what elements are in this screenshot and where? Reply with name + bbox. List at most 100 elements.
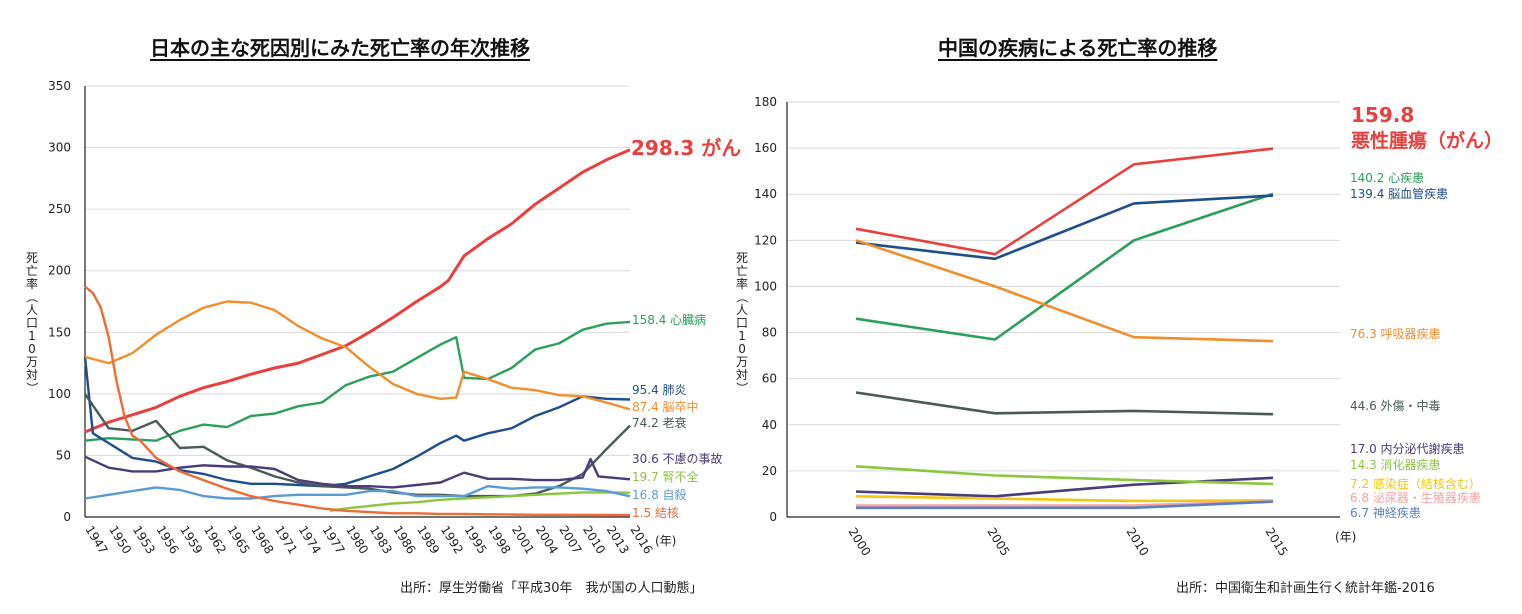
japan-x-tick-label: 1977 [319,523,347,556]
japan-y-tick-label: 150 [48,325,71,339]
japan-series-line [84,455,631,489]
japan-x-tick-label: 1947 [82,523,110,556]
japan-x-axis-title: (年) [655,534,676,548]
japan-x-tick-label: 1974 [296,523,324,556]
japan-x-tick-label: 2007 [556,523,584,556]
china-series-label: 139.4 脳血管疾患 [1350,186,1448,201]
japan-series-label: 74.2 老衰 [632,415,687,430]
japan-series-line [84,485,631,500]
china-y-axis-title-char: 対 [736,368,748,382]
japan-series-label: 16.8 自殺 [632,488,687,502]
japan-y-axis-title-char: 率 [26,276,38,291]
japan-x-tick-label: 1995 [462,523,490,556]
japan-x-tick-label: 1956 [154,523,182,556]
china-series-name-label: 悪性腫瘍（がん） [1351,129,1503,152]
japan-y-axis-title-char: 0 [28,342,36,356]
japan-chart-title: 日本の主な死因別にみた死亡率の年次推移 [150,36,530,60]
japan-series-label: 1.5 結核 [632,506,679,520]
japan-y-axis-title-char: 口 [26,316,38,330]
china-y-tick-label: 20 [762,464,777,478]
japan-x-tick-label: 1986 [390,523,418,556]
china-x-tick-label: 2000 [845,525,873,558]
china-series-label: 7.2 感染症（結核含む） [1350,476,1481,491]
japan-series-label: 30.6 不慮の事故 [632,451,723,466]
japan-x-tick-label: 2004 [533,523,561,556]
china-chart-source: 出所：中国衛生和計画生行く統計年鑑-2016 [1176,581,1435,596]
japan-series-line [84,393,631,498]
japan-x-tick-label: 1962 [201,523,229,556]
china-x-tick-label: 2015 [1262,525,1290,558]
japan-series-label: 19.7 腎不全 [632,469,699,484]
china-y-axis-title-char: 率 [736,276,748,291]
china-series-label: 14.3 消化器疾患 [1350,457,1441,472]
japan-y-axis-title-char: （ [25,291,39,303]
japan-y-tick-label: 300 [48,141,71,155]
china-line-chart: 0 20 40 60 80 100 120 140 160 180 2000 2005 2010 2015… [735,95,1503,558]
japan-x-tick-label: 2013 [604,523,632,556]
japan-y-axis-title-char: 亡 [26,264,38,278]
china-series-label: 76.3 呼吸器疾患 [1350,326,1441,341]
china-y-axis-title-char: 死 [736,251,748,265]
china-y-axis-title-char: 0 [738,342,746,356]
china-y-axis-title-char: 1 [738,329,746,343]
china-series-line [855,194,1274,261]
japan-series-label: 298.3 がん [631,136,741,160]
china-y-axis-title-char: ） [735,382,749,394]
china-y-tick-label: 120 [754,233,777,247]
china-y-tick-label: 40 [762,418,777,432]
japan-x-tick-label: 1998 [485,523,513,556]
china-series-label: 140.2 心疾患 [1350,170,1424,185]
japan-x-tick-label: 1971 [272,523,300,556]
china-series-line [855,192,1274,341]
japan-y-axis-title-char: 1 [28,329,36,343]
japan-x-tick-label: 2001 [509,523,537,556]
japan-y-tick-label: 350 [48,79,71,93]
japan-x-tick-label: 1980 [343,523,371,556]
china-y-axis-title-char: 人 [736,303,748,317]
japan-series-line [84,285,631,517]
japan-x-tick-label: 1983 [367,523,395,556]
japan-series-label: 87.4 脳卒中 [632,399,699,414]
japan-x-tick-label: 1968 [248,523,276,556]
japan-chart-panel: 日本の主な死因別にみた死亡率の年次推移 0 50 100 150 200 250 300 35… [0,0,760,614]
japan-series-line [83,356,631,488]
japan-series-line [84,300,631,411]
china-series-line [855,391,1274,416]
china-series-line [856,500,1274,510]
japan-series-label: 95.4 肺炎 [632,383,687,397]
japan-line-chart: 0501001502002503003501947195019531956195… [25,79,741,556]
japan-x-tick-label: 1959 [177,523,205,556]
japan-y-axis-title-char: 対 [26,368,38,382]
china-y-tick-label: 140 [754,187,777,201]
japan-y-axis-title-char: 人 [26,303,38,317]
china-y-tick-label: 100 [754,279,777,293]
china-series-label: 44.6 外傷・中毒 [1350,398,1441,413]
china-series-line [855,465,1274,486]
china-chart-title: 中国の疾病による死亡率の推移 [938,36,1218,60]
japan-y-tick-label: 250 [48,202,71,216]
china-y-tick-label: 0 [769,510,777,524]
china-y-tick-label: 180 [754,95,777,109]
japan-x-tick-label: 2016 [627,523,655,556]
japan-chart-source: 出所：厚生労働省「平成30年 我が国の人口動態」 [400,581,703,596]
china-y-tick-label: 160 [754,141,777,155]
china-series-label: 6.8 泌尿器・生殖器疾患 [1350,490,1481,505]
japan-y-tick-label: 200 [48,264,71,278]
china-chart-panel: 中国の疾病による死亡率の推移 0 20 40 60 80 100 120 140 160 180 2… [735,0,1522,614]
china-x-tick-label: 2005 [984,525,1012,558]
china-series-line [855,476,1274,498]
china-series-line [855,495,1274,503]
china-y-axis-title-char: 亡 [736,264,748,278]
japan-y-tick-label: 50 [56,448,71,462]
japan-y-axis-title-char: ） [25,382,39,394]
japan-x-tick-label: 1992 [438,523,466,556]
japan-y-tick-label: 0 [63,510,71,524]
japan-x-tick-label: 1989 [414,523,442,556]
china-x-axis-title: (年) [1335,530,1356,544]
japan-series-line [84,320,631,442]
japan-x-tick-label: 2010 [580,523,608,556]
china-x-tick-label: 2010 [1123,525,1151,558]
china-y-axis-title-char: 口 [736,316,748,330]
